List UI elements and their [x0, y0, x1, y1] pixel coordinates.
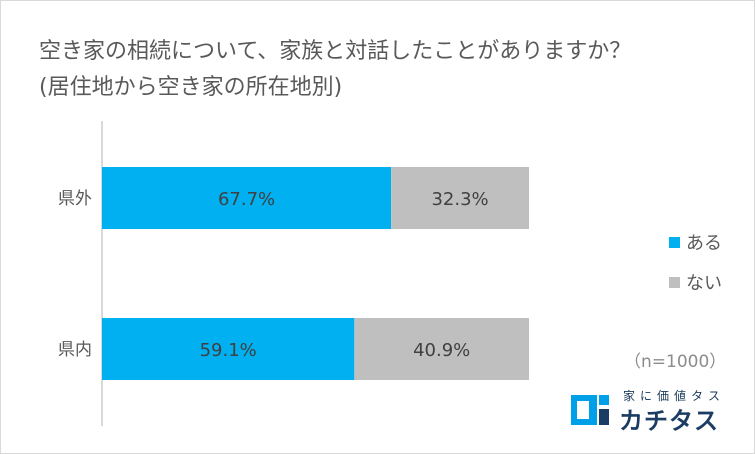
bar-segment [354, 318, 529, 380]
legend-swatch-nai [669, 276, 680, 288]
bar-segment [102, 167, 392, 229]
data-label: 32.3% [431, 189, 488, 210]
legend-label-aru: ある [686, 233, 722, 254]
legend: ある ない [669, 231, 722, 311]
title-line-1: 空き家の相続について、家族と対話したことがありますか？ [39, 39, 632, 64]
katitas-logo-mark [571, 395, 609, 425]
katitas-logo: 家に価値タス カチタス [571, 387, 731, 435]
bar-segment [391, 167, 529, 229]
data-label: 59.1% [200, 340, 257, 361]
sample-size-note: （n=1000） [624, 352, 727, 372]
legend-item-nai: ない [669, 271, 722, 294]
data-label: 67.7% [218, 189, 275, 210]
logo-name: カチタス [619, 407, 719, 435]
title-line-2: (居住地から空き家の所在地別) [39, 75, 343, 100]
bar-segment [102, 318, 355, 380]
chart-title: 空き家の相続について、家族と対話したことがありますか？ (居住地から空き家の所在… [39, 34, 699, 106]
legend-label-nai: ない [686, 273, 722, 294]
legend-item-aru: ある [669, 231, 722, 254]
category-label: 県外 [58, 189, 92, 209]
logo-tagline: 家に価値タス [623, 389, 726, 403]
legend-swatch-aru [669, 236, 680, 248]
category-label: 県内 [58, 340, 92, 360]
data-label: 40.9% [413, 340, 470, 361]
